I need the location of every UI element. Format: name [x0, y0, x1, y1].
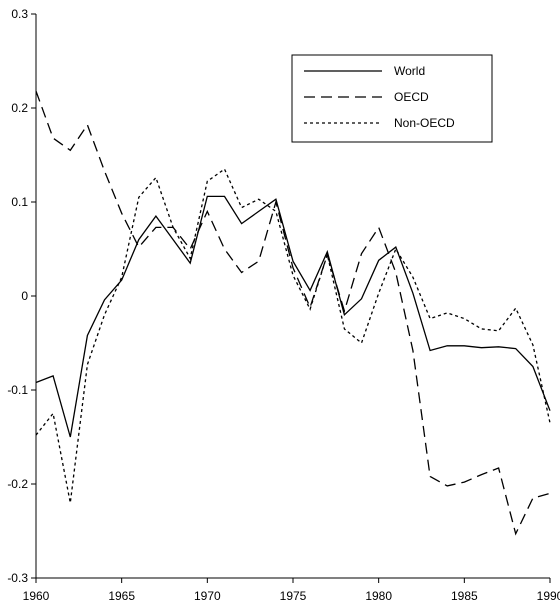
series-line-non-oecd — [35, 168, 551, 503]
y-tick-label: 0 — [21, 289, 28, 303]
legend-box — [291, 54, 493, 143]
y-tick-label: -0.1 — [7, 383, 28, 397]
legend-label-world: World — [394, 64, 425, 78]
x-tick-label: 1985 — [451, 589, 478, 603]
x-tick-label: 1975 — [280, 589, 307, 603]
y-tick-label: 0.2 — [11, 101, 28, 115]
x-ticks: 1960 1965 1970 1975 1980 1985 1990 — [23, 578, 560, 603]
y-tick-label: 0.1 — [11, 195, 28, 209]
y-ticks: 0.3 0.2 0.1 0 -0.1 -0.2 -0.3 — [7, 7, 36, 585]
x-tick-label: 1990 — [537, 589, 560, 603]
legend: World OECD Non-OECD — [291, 54, 493, 143]
x-tick-label: 1960 — [23, 589, 50, 603]
legend-label-oecd: OECD — [394, 90, 429, 104]
y-tick-label: 0.3 — [11, 7, 28, 21]
x-tick-label: 1965 — [108, 589, 135, 603]
legend-label-non-oecd: Non-OECD — [394, 116, 455, 130]
series-line-world — [35, 195, 551, 438]
series-group — [35, 90, 551, 536]
y-tick-label: -0.2 — [7, 477, 28, 491]
series-line-oecd — [35, 90, 551, 536]
y-tick-label: -0.3 — [7, 571, 28, 585]
x-tick-label: 1980 — [365, 589, 392, 603]
x-tick-label: 1970 — [194, 589, 221, 603]
